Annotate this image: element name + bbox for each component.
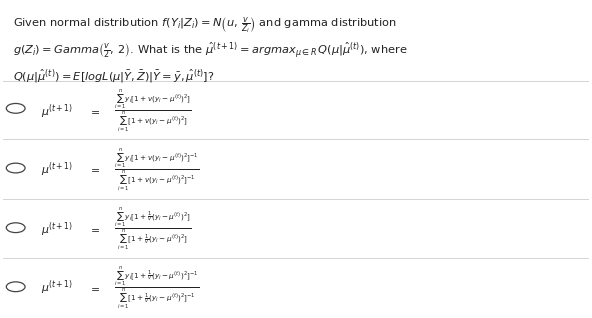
Text: $\mu^{(t+1)}$: $\mu^{(t+1)}$	[41, 220, 73, 238]
Text: Given normal distribution $f(Y_i|Z_i) = N\left(u,\, \frac{v}{Z_i}\right)$ and ga: Given normal distribution $f(Y_i|Z_i) = …	[14, 15, 397, 35]
Text: $=$: $=$	[88, 107, 99, 116]
Text: $g(Z_i) = Gamma\left(\frac{v}{2},\, 2\right)$. What is the $\hat{\mu}^{(t+1)} = : $g(Z_i) = Gamma\left(\frac{v}{2},\, 2\ri…	[14, 41, 408, 61]
Text: $=$: $=$	[88, 224, 99, 234]
Text: $=$: $=$	[88, 283, 99, 293]
Text: $Q(\mu|\hat{\mu}^{(t)}) = E[logL(\mu|\bar{Y},\bar{Z})|\bar{Y} = \bar{y},\hat{\mu: $Q(\mu|\hat{\mu}^{(t)}) = E[logL(\mu|\ba…	[14, 67, 215, 85]
Text: $=$: $=$	[88, 164, 99, 175]
Text: $\frac{\sum_{i=1}^{n} y_i[1+v(y_i-\mu^{(t)})^2]}{\sum_{i=1}^{n}[1+v(y_i-\mu^{(t): $\frac{\sum_{i=1}^{n} y_i[1+v(y_i-\mu^{(…	[114, 88, 192, 135]
Text: $\frac{\sum_{i=1}^{n} y_i[1+\frac{1}{v}(y_i-\mu^{(t)})^2]^{-1}}{\sum_{i=1}^{n}[1: $\frac{\sum_{i=1}^{n} y_i[1+\frac{1}{v}(…	[114, 265, 200, 311]
Text: $\mu^{(t+1)}$: $\mu^{(t+1)}$	[41, 160, 73, 179]
Text: $\mu^{(t+1)}$: $\mu^{(t+1)}$	[41, 102, 73, 121]
Text: $\frac{\sum_{i=1}^{n} y_i[1+\frac{1}{v}(y_i-\mu^{(t)})^2]}{\sum_{i=1}^{n}[1+\fra: $\frac{\sum_{i=1}^{n} y_i[1+\frac{1}{v}(…	[114, 206, 191, 252]
Text: $\frac{\sum_{i=1}^{n} y_i[1+v(y_i-\mu^{(t)})^2]^{-1}}{\sum_{i=1}^{n}[1+v(y_i-\mu: $\frac{\sum_{i=1}^{n} y_i[1+v(y_i-\mu^{(…	[114, 147, 200, 193]
Text: $\mu^{(t+1)}$: $\mu^{(t+1)}$	[41, 279, 73, 297]
